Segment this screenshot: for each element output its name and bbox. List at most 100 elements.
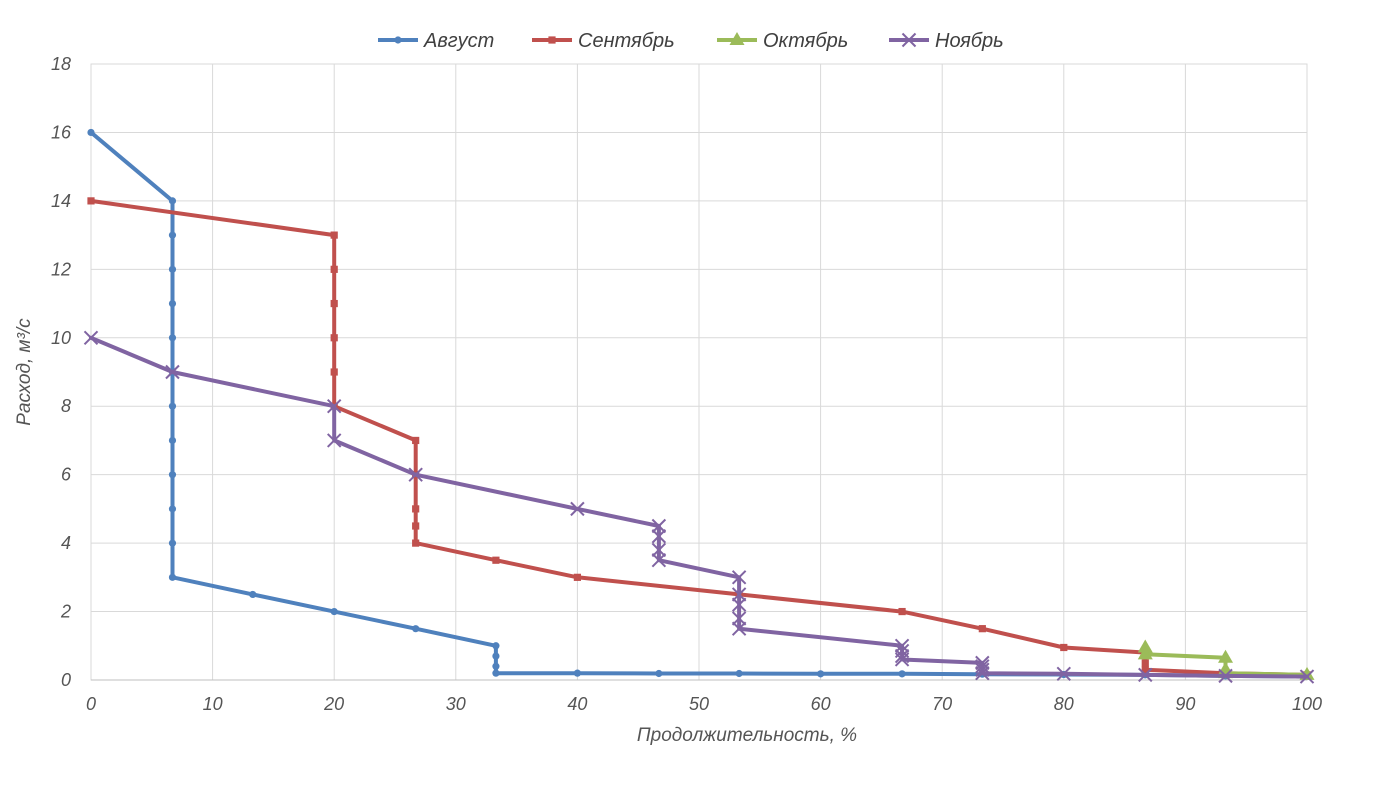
data-series [83,128,1315,684]
x-tick-label: 30 [446,694,466,714]
series-3-point [731,611,747,626]
series-3-point-stroke [326,399,342,414]
series-3-point-stroke [651,553,667,568]
series-3-point [83,330,99,345]
y-tick-label: 4 [61,533,71,553]
x-tick-label: 100 [1292,694,1322,714]
series-3-point [1299,669,1315,684]
series-0-point [168,231,177,239]
series-1-point [573,573,581,581]
series-1-point [330,299,338,308]
y-tick-label: 16 [51,122,72,142]
series-0-point [492,669,500,677]
series-3-point-stroke [731,570,747,585]
series-3-point [975,659,990,674]
y-tick-label: 2 [60,602,71,622]
series-1-point [87,197,95,205]
legend: Август Сентябрь Октябрь Ноябрь [378,30,1004,52]
series-3-point-stroke [83,330,99,345]
series-0-point [168,265,177,273]
series-1-point [330,368,338,376]
series-3-point [894,648,910,664]
series-3-point-stroke [975,665,990,681]
series-3-point [1218,668,1233,684]
series-0-point [573,669,582,677]
series-0-point [87,128,95,137]
series-3-point [651,518,667,534]
series-3-point [731,621,747,636]
series-1-point [412,522,420,530]
y-tick-label: 8 [61,396,71,416]
series-3-point [975,655,990,671]
series-0-point [492,662,500,670]
x-tick-label: 60 [811,694,831,714]
series-3-point-stroke [1299,669,1315,684]
y-tick-label: 14 [51,191,71,211]
series-3-point-stroke [326,433,342,448]
series-3-point-stroke [731,621,747,636]
series-0-point [492,652,500,660]
series-3-point-stroke [651,518,667,534]
legend-item: Ноябрь [889,30,1004,52]
series-0-point [655,669,663,678]
series-3-point-stroke [731,597,747,612]
series-3-point [975,662,990,677]
x-tick-label: 10 [203,694,223,714]
x-tick-label: 80 [1054,694,1074,714]
series-0-point [735,669,743,678]
series-3-point [326,399,342,414]
series-1-point [412,539,420,547]
legend-label: Ноябрь [935,30,1004,52]
series-3-point-stroke [975,662,990,677]
series-3-point-stroke [894,652,910,667]
series-3-point-stroke [731,587,747,602]
series-0-point [168,505,177,513]
series-0 [87,128,1311,681]
series-3-point [651,542,667,558]
series-3-point-stroke [651,529,667,544]
series-0-point [168,402,177,410]
legend-swatch-marker [394,36,402,44]
y-tick-label: 18 [51,54,71,74]
series-0-point [168,539,177,547]
series-3-point [975,665,990,681]
series-3-point [651,529,667,544]
series-2-point [1137,639,1153,653]
series-3-point [651,553,667,568]
x-tick-label: 0 [86,694,96,714]
legend-label: Сентябрь [578,30,675,52]
series-3-point-stroke [1218,668,1233,684]
series-3-point-stroke [1056,666,1072,682]
y-tick-label: 0 [61,670,71,690]
series-3-point-stroke [651,542,667,558]
series-1-point [898,607,906,616]
series-1-point [1141,659,1149,667]
legend-label: Август [423,30,494,52]
series-3-point [894,638,910,653]
series-3 [83,330,1315,684]
series-3-point [731,597,747,612]
legend-label: Октябрь [763,30,848,52]
series-0-point [898,670,906,678]
series-0-point [168,197,177,205]
grid-lines [90,63,1308,681]
legend-item: Сентябрь [532,30,675,52]
y-axis-title: Расход, м³/с [14,318,35,426]
series-3-point [165,364,180,380]
series-1-point [412,505,420,513]
y-tick-label: 10 [51,328,71,348]
series-1-point [412,436,420,445]
series-0-point [492,642,500,650]
series-1-point [330,231,338,239]
x-tick-label: 40 [567,694,587,714]
series-0-point [249,590,257,599]
x-tick-label: 70 [932,694,952,714]
y-tick-label: 12 [51,259,71,279]
series-0-point [412,625,420,633]
series-3-point-stroke [408,467,423,482]
series-3-point [1056,666,1072,682]
series-3-point-stroke [894,638,910,653]
x-tick-label: 20 [323,694,344,714]
